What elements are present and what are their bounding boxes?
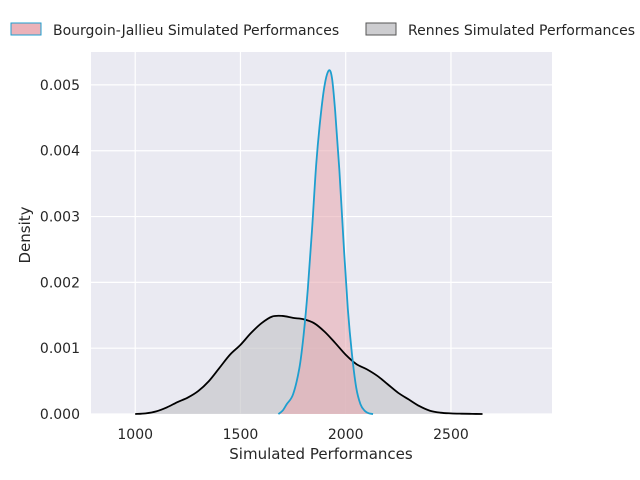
legend: Bourgoin-Jallieu Simulated Performances R… bbox=[10, 22, 635, 39]
y-tick-labels: 0.000 0.001 0.002 0.003 0.004 0.005 bbox=[40, 78, 80, 423]
density-line-rennes bbox=[135, 314, 483, 415]
legend-item-rennes: Rennes Simulated Performances bbox=[365, 22, 635, 39]
x-tick-labels: 1000 1500 2000 2500 bbox=[117, 427, 468, 443]
y-tick-label: 0.002 bbox=[40, 275, 80, 291]
density-lines bbox=[135, 69, 483, 415]
x-tick-label: 2000 bbox=[328, 427, 364, 443]
y-tick-label: 0.001 bbox=[40, 341, 80, 357]
legend-item-bourgoin-jallieu: Bourgoin-Jallieu Simulated Performances bbox=[10, 22, 339, 39]
x-tick-label: 1000 bbox=[117, 427, 153, 443]
x-tick-label: 2500 bbox=[433, 427, 469, 443]
legend-swatch bbox=[10, 22, 42, 36]
x-tick-label: 1500 bbox=[223, 427, 259, 443]
legend-label: Bourgoin-Jallieu Simulated Performances bbox=[53, 23, 339, 39]
y-tick-label: 0.005 bbox=[40, 78, 80, 94]
y-tick-label: 0.003 bbox=[40, 210, 80, 226]
y-tick-label: 0.004 bbox=[40, 144, 80, 160]
x-axis-title: Simulated Performances bbox=[229, 445, 413, 463]
density-line-bourgoin-jallieu bbox=[277, 69, 374, 415]
legend-swatch bbox=[365, 22, 397, 36]
y-axis-title: Density bbox=[16, 206, 34, 263]
legend-label: Rennes Simulated Performances bbox=[408, 23, 635, 39]
y-tick-label: 0.000 bbox=[40, 407, 80, 423]
